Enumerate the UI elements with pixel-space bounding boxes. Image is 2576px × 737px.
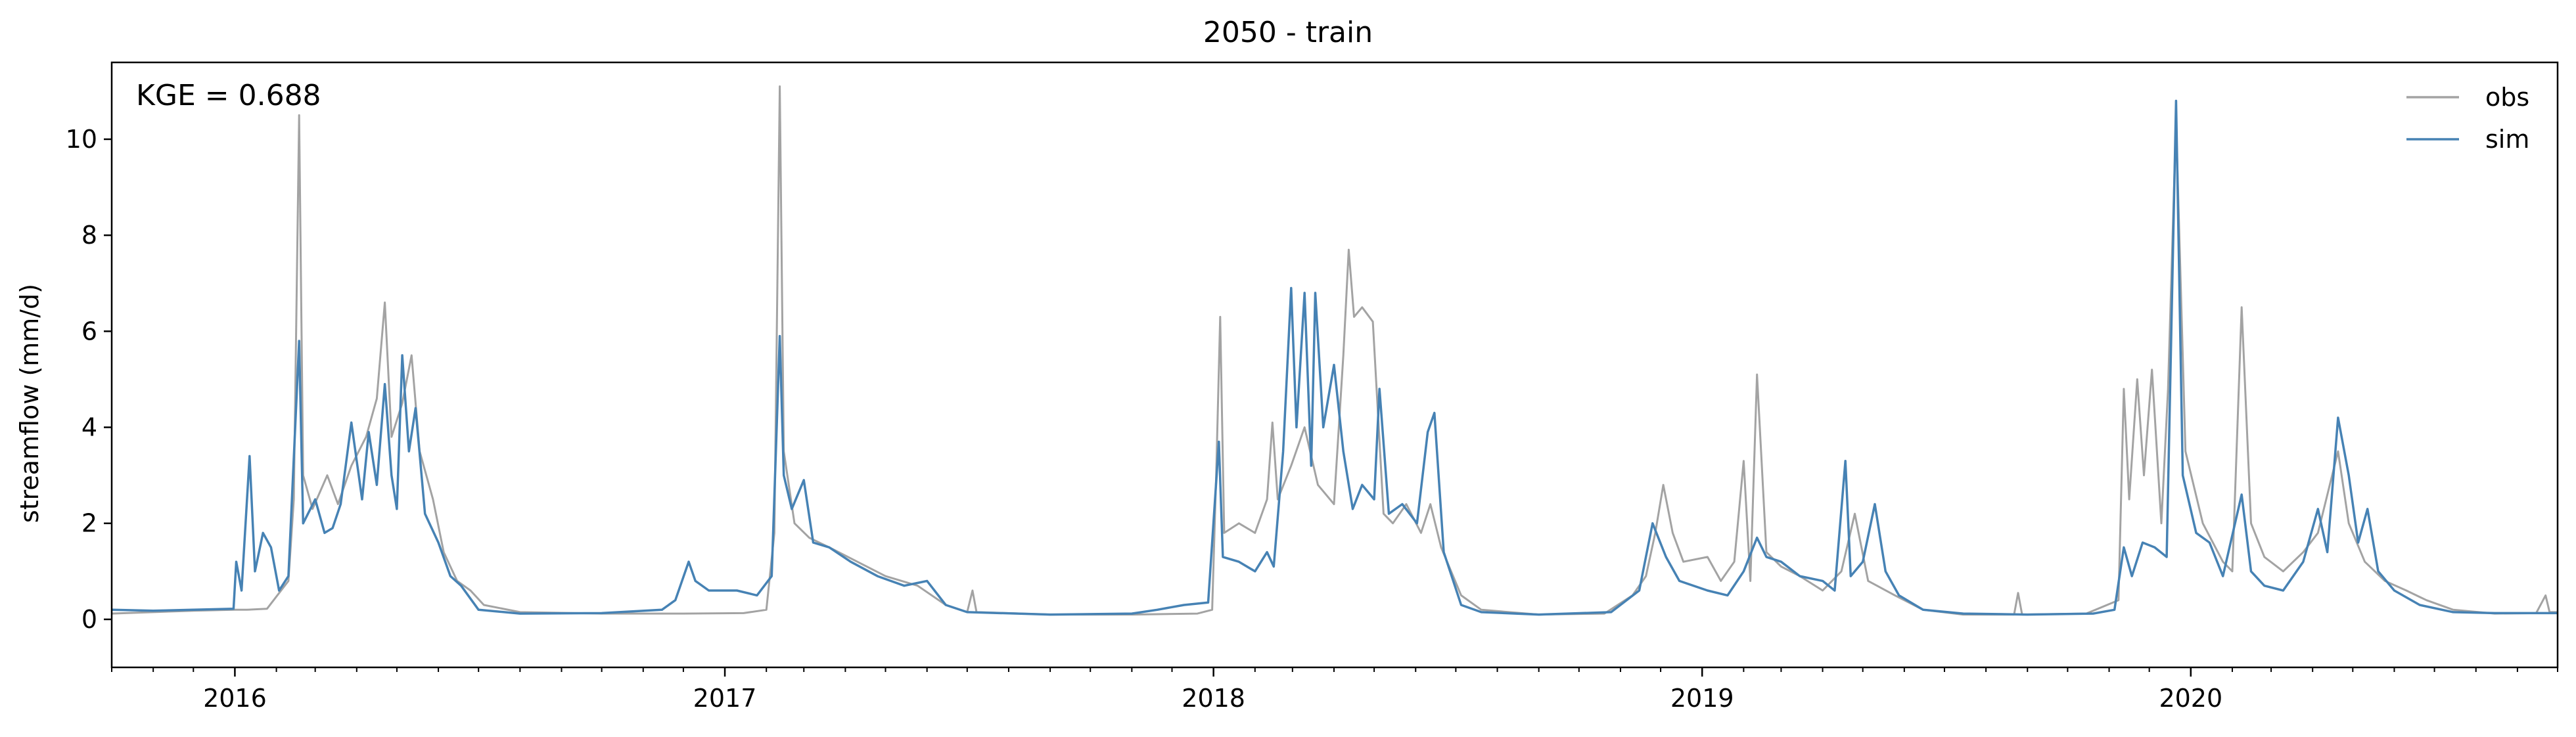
x-axis: 2016 2017 2018 2019 2020 [111, 667, 2558, 713]
y-tick-label: 2 [81, 509, 97, 538]
x-tick-label: 2017 [693, 684, 757, 713]
series-line-obs [111, 85, 2558, 616]
legend-label-obs: obs [2485, 83, 2529, 112]
kge-annotation: KGE = 0.688 [136, 79, 321, 112]
x-tick-label: 2020 [2159, 684, 2222, 713]
x-tick-label: 2019 [1670, 684, 1734, 713]
chart-title: 2050 - train [1203, 16, 1373, 49]
legend: obs sim [2406, 83, 2529, 154]
plot-frame [110, 61, 2559, 669]
x-tick-label: 2016 [203, 684, 267, 713]
y-tick-label: 10 [66, 125, 97, 154]
y-tick-label: 4 [81, 413, 97, 442]
plot-area [111, 85, 2558, 616]
legend-label-sim: sim [2485, 125, 2529, 154]
y-axis-label: streamflow (mm/d) [15, 284, 44, 523]
x-tick-label: 2018 [1182, 684, 1245, 713]
y-tick-label: 8 [81, 221, 97, 250]
series-line-sim [111, 99, 2558, 616]
y-tick-label: 0 [81, 605, 97, 634]
y-tick-label: 6 [81, 317, 97, 346]
y-axis: 0 2 4 6 8 10 [66, 125, 112, 634]
